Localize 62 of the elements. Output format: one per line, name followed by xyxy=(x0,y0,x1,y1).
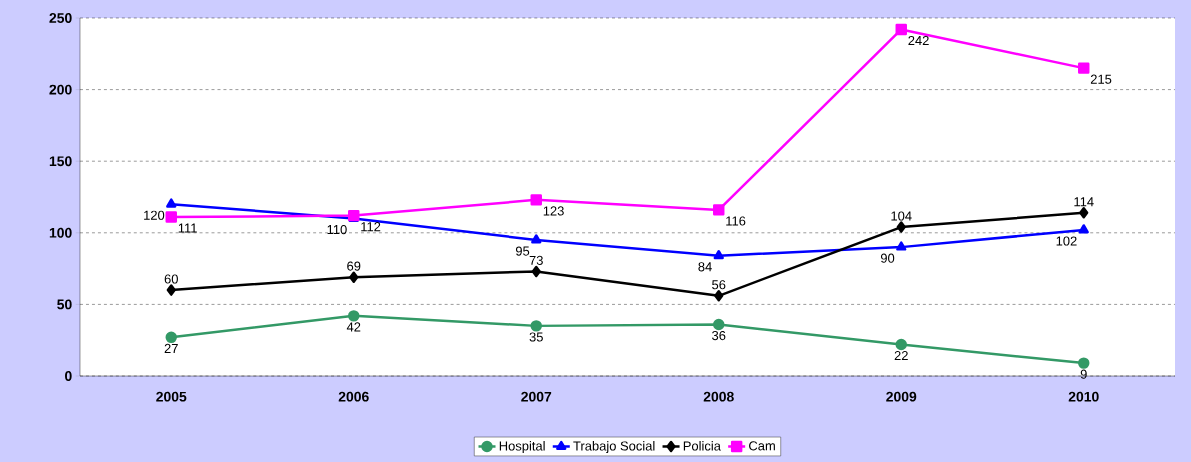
point xyxy=(714,290,724,302)
data-label: 112 xyxy=(361,222,381,232)
y-tick-label: 0 xyxy=(65,371,72,381)
point xyxy=(165,211,177,223)
point xyxy=(1079,207,1089,219)
point xyxy=(713,318,725,331)
point xyxy=(348,310,360,322)
point xyxy=(1078,62,1090,74)
data-label: 116 xyxy=(726,216,746,226)
x-tick-label: 2010 xyxy=(1068,391,1099,402)
data-label: 111 xyxy=(178,223,197,233)
point xyxy=(713,249,724,260)
data-label: 123 xyxy=(543,206,564,216)
data-label: 36 xyxy=(712,330,726,341)
data-label: 90 xyxy=(880,253,895,263)
point xyxy=(530,320,542,332)
legend-label: Trabajo Social xyxy=(573,441,655,454)
point xyxy=(896,221,906,233)
data-label: 84 xyxy=(698,262,712,272)
data-label: 56 xyxy=(712,280,726,290)
point xyxy=(530,194,542,206)
point xyxy=(896,241,907,251)
point xyxy=(713,204,725,216)
point xyxy=(1078,224,1089,234)
y-tick-label: 50 xyxy=(57,299,72,310)
point xyxy=(531,234,542,244)
point xyxy=(349,271,359,283)
data-label: 27 xyxy=(164,343,178,353)
x-tick-label: 2006 xyxy=(338,391,369,402)
data-label: 42 xyxy=(346,322,361,332)
data-label: 22 xyxy=(894,351,908,361)
x-tick-label: 2005 xyxy=(156,391,187,402)
data-label: 110 xyxy=(327,224,347,235)
legend-label: Hospital xyxy=(499,441,545,454)
y-tick-label: 150 xyxy=(49,156,72,167)
point xyxy=(895,23,907,36)
data-label: 242 xyxy=(908,35,929,46)
point xyxy=(895,338,907,351)
data-label: 114 xyxy=(1074,197,1094,207)
legend-label: Policia xyxy=(683,441,721,451)
legend-label: Cam xyxy=(749,441,775,451)
point xyxy=(531,265,541,278)
data-label: 60 xyxy=(164,274,178,284)
data-label: 104 xyxy=(891,211,912,221)
data-label: 35 xyxy=(529,332,543,342)
point xyxy=(166,284,176,296)
data-label: 102 xyxy=(1056,236,1077,246)
data-label: 95 xyxy=(515,246,530,256)
y-tick-label: 200 xyxy=(49,84,72,95)
data-label: 69 xyxy=(347,261,361,271)
y-tick-label: 100 xyxy=(49,227,72,238)
data-label: 120 xyxy=(144,210,165,220)
data-label: 73 xyxy=(529,255,543,265)
point xyxy=(165,331,177,344)
point xyxy=(1078,357,1090,369)
x-tick-label: 2007 xyxy=(521,391,552,402)
x-tick-label: 2008 xyxy=(703,391,734,402)
y-tick-label: 250 xyxy=(49,13,72,23)
x-tick-label: 2009 xyxy=(886,391,917,402)
data-label: 215 xyxy=(1090,74,1112,84)
data-label: 9 xyxy=(1080,369,1087,379)
point xyxy=(166,198,177,208)
